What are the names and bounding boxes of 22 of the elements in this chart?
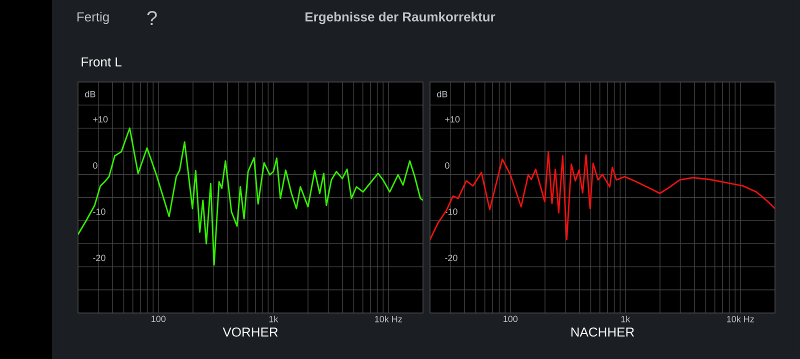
x-tick-label: 100 [504,316,518,322]
x-tick-label: 10k Hz [375,316,402,322]
y-tick-label: -10 [445,208,458,215]
y-tick-label: -20 [445,254,458,262]
chart-subtitle: Front L [82,57,122,67]
x-axis-title: NACHHER [571,327,634,337]
y-tick-label: +10 [93,116,108,122]
y-tick-label: -10 [93,208,106,215]
y-tick-label: +10 [445,116,460,122]
x-tick-label: 1k [269,316,278,322]
y-tick-label: 0 [445,162,450,169]
x-tick-label: 10k Hz [727,316,754,322]
text: Fertig [77,12,109,24]
chart-title: Ergebnisse der Raumkorrektur [306,12,496,24]
y-axis-title: dB [85,90,96,98]
x-axis-title: VORHER [222,327,278,337]
y-tick-label: 0 [93,162,98,169]
x-tick-label: 1k [621,316,630,322]
x-tick-label: 100 [152,316,166,322]
y-tick-label: -20 [93,254,106,262]
text: ? [147,11,157,25]
y-axis-title: dB [437,90,448,98]
